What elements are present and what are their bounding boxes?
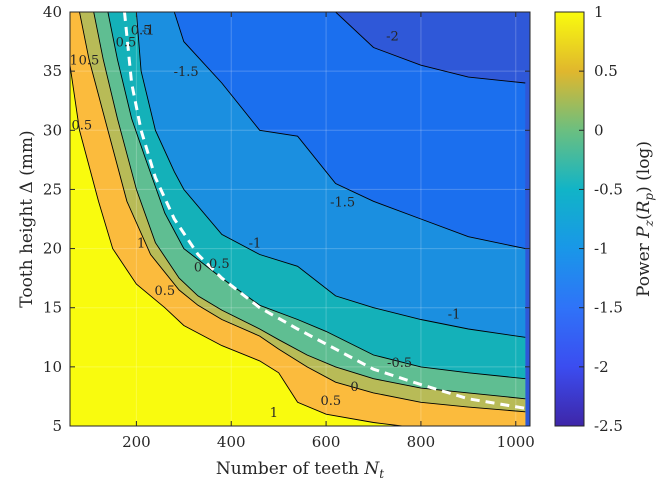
contour-label: -0.5 (387, 356, 412, 371)
contour-label: 0.5 (72, 118, 93, 133)
contour-label: -1 (249, 237, 262, 252)
y-tick-label: 40 (43, 3, 62, 21)
contour-line--2 (335, 12, 526, 84)
y-tick-label: 10 (43, 358, 62, 376)
x-axis-label: Number of teeth Nt (216, 459, 384, 481)
grid-lines (70, 12, 530, 426)
y-tick-label: 35 (43, 62, 62, 80)
colorbar-gradient (554, 11, 585, 427)
contour-line--1 (135, 12, 526, 338)
contour-line-0 (93, 12, 526, 400)
contour-label: 0.5 (209, 257, 230, 272)
colorbar-tick-label: -1.5 (594, 299, 623, 317)
contour-labels: 1 0.50.50.50.5-1-1.5-2-1.5-110.50 0.5-1-0.… (70, 24, 461, 421)
contour-label: -2 (386, 30, 399, 45)
contour-band-1 (70, 65, 402, 426)
contour-label: -1 (448, 308, 461, 323)
contour-label: 1 (137, 237, 145, 252)
x-axis-ticks: 200 400 600 800 1000 (122, 12, 535, 451)
contour-lines (70, 12, 526, 426)
contour-label: 0.5 (116, 36, 137, 51)
contour-label: 1 (70, 53, 78, 68)
contour-label: 0.5 (155, 284, 176, 299)
contour-bands (70, 12, 526, 426)
y-tick-label: 5 (52, 417, 62, 435)
contour-band-0.5 (70, 12, 526, 426)
colorbar-tick-label: 0 (594, 121, 604, 139)
x-tick-label: 600 (312, 433, 341, 451)
x-tick-label: 1000 (497, 433, 535, 451)
contour-label: 0.5 (320, 394, 341, 409)
y-tick-label: 25 (43, 180, 62, 198)
contour-label: -1.5 (330, 195, 355, 210)
contour-label: -1 (142, 24, 155, 39)
contour-line--0.5 (107, 12, 526, 380)
colorbar-tick-label: 0.5 (594, 62, 618, 80)
x-tick-label: 800 (407, 433, 436, 451)
x-tick-label: 200 (122, 433, 151, 451)
colorbar-tick-label: -2 (594, 358, 609, 376)
y-tick-label: 30 (43, 121, 62, 139)
y-tick-label: 15 (43, 299, 62, 317)
contour-line--1.5 (173, 12, 526, 250)
contour-line-0.5 (79, 12, 526, 413)
contour-label: 0.5 (131, 24, 152, 39)
colorbar-tick-label: -1 (594, 240, 609, 258)
contour-line-1 (70, 65, 403, 426)
contour-label: 0 (350, 380, 358, 395)
colorbar-tick-label: -2.5 (594, 417, 623, 435)
contour-label: -1.5 (174, 65, 199, 80)
colorbar-ticks: 1 0.5 0 -0.5 -1 -1.5 -2 -2.5 (579, 3, 623, 435)
contour-label: 0 (194, 260, 202, 275)
colorbar-tick-label: -0.5 (594, 180, 623, 198)
y-axis-label: Tooth height Δ (mm) (17, 130, 37, 307)
contour-label: 0.5 (79, 53, 100, 68)
boundary-curve (123, 12, 526, 410)
x-tick-label: 400 (217, 433, 246, 451)
colorbar-tick-label: 1 (594, 3, 604, 21)
y-tick-label: 20 (43, 240, 62, 258)
plot-area: 1 0.50.50.50.5-1-1.5-2-1.5-110.50 0.5-1-0.… (69, 11, 531, 427)
boundary-curve-line (123, 12, 526, 410)
colorbar-label: Power Pz(Rp) (log) (634, 141, 656, 297)
colorbar: 1 0.5 0 -0.5 -1 -1.5 -2 -2.5 Power Pz(Rp) (log) (554, 3, 656, 435)
plot-frame (69, 11, 531, 427)
contour-label: 1 (270, 406, 278, 421)
